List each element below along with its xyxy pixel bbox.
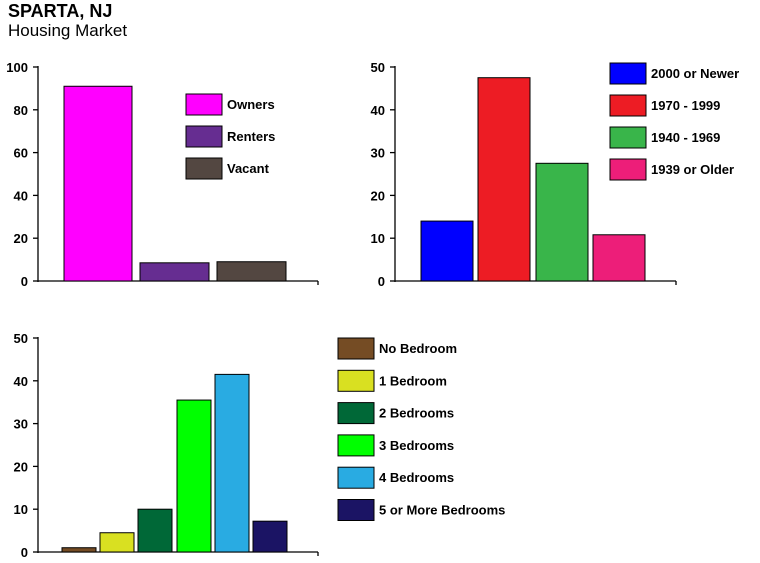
chart-1-legend-swatch (185, 157, 223, 180)
chart-2-legend-swatch (609, 94, 647, 117)
chart-3-legend-swatch (337, 466, 375, 489)
chart-3-legend-swatch (337, 434, 375, 457)
chart-1-legend-swatch (185, 93, 223, 116)
chart-3-y-tick-label: 50 (14, 331, 28, 346)
chart-2-legend-swatch (609, 126, 647, 149)
chart-3-bar-5-or-more-bedrooms (252, 520, 288, 553)
chart-2-legend-swatch (609, 62, 647, 85)
chart-1-legend-swatch (185, 125, 223, 148)
chart-3-bar-1-bedroom (99, 532, 135, 553)
chart-2-bar-1939-or-older (592, 234, 646, 282)
chart-3-y-tick-label: 30 (14, 417, 28, 432)
chart-2-legend-swatch (609, 158, 647, 181)
chart-3-legend-label: 1 Bedroom (379, 373, 447, 388)
chart-3-legend-label: No Bedroom (379, 341, 457, 356)
chart-2-bar-1970-1999 (477, 77, 531, 282)
chart-2-legend-label: 1970 - 1999 (651, 98, 720, 113)
chart-1-y-tick-label: 0 (21, 274, 28, 289)
page-title: SPARTA, NJ (8, 1, 113, 21)
page-subtitle: Housing Market (8, 21, 128, 40)
chart-3-y-tick-label: 10 (14, 502, 28, 517)
chart-3-y-tick-label: 20 (14, 459, 28, 474)
chart-2-y-tick-label: 20 (371, 188, 385, 203)
chart-3-bar-4-bedrooms (214, 373, 250, 553)
chart-3-legend-swatch (337, 337, 375, 360)
chart-2-y-tick-label: 40 (371, 103, 385, 118)
chart-1-y-tick-label: 100 (6, 60, 28, 75)
chart-3-legend-label: 2 Bedrooms (379, 406, 454, 421)
chart-1-legend-label: Vacant (227, 161, 270, 176)
chart-1-legend-label: Owners (227, 97, 275, 112)
chart-2-bar-2000-or-newer (420, 220, 474, 282)
chart-3-legend-swatch (337, 369, 375, 392)
chart-2-y-tick-label: 50 (371, 60, 385, 75)
chart-2-y-tick-label: 30 (371, 146, 385, 161)
chart-1-y-tick-label: 80 (14, 103, 28, 118)
chart-2-legend-label: 2000 or Newer (651, 66, 739, 81)
chart-1-y-tick-label: 20 (14, 231, 28, 246)
chart-2-legend-label: 1940 - 1969 (651, 130, 720, 145)
chart-2-bar-1940-1969 (535, 162, 589, 282)
chart-2-y-tick-label: 0 (378, 274, 385, 289)
chart-1-bar-vacant (216, 261, 287, 282)
chart-3-legend-label: 4 Bedrooms (379, 470, 454, 485)
chart-2-legend-label: 1939 or Older (651, 162, 734, 177)
chart-3-bar-no-bedroom (61, 547, 97, 553)
chart-3-bar-2-bedrooms (137, 508, 173, 553)
chart-1-y-tick-label: 60 (14, 146, 28, 161)
chart-2-y-tick-label: 10 (371, 231, 385, 246)
chart-3-y-tick-label: 0 (21, 545, 28, 560)
chart-3-legend-swatch (337, 402, 375, 425)
chart-1-y-tick-label: 40 (14, 188, 28, 203)
chart-1-bar-owners (63, 85, 133, 282)
chart-3-y-tick-label: 40 (14, 374, 28, 389)
chart-3-legend-label: 5 or More Bedrooms (379, 503, 505, 518)
chart-1-bar-renters (139, 262, 210, 282)
chart-1-legend-label: Renters (227, 129, 275, 144)
chart-3-bar-3-bedrooms (176, 399, 212, 553)
chart-3-legend-label: 3 Bedrooms (379, 438, 454, 453)
chart-3-legend-swatch (337, 499, 375, 521)
